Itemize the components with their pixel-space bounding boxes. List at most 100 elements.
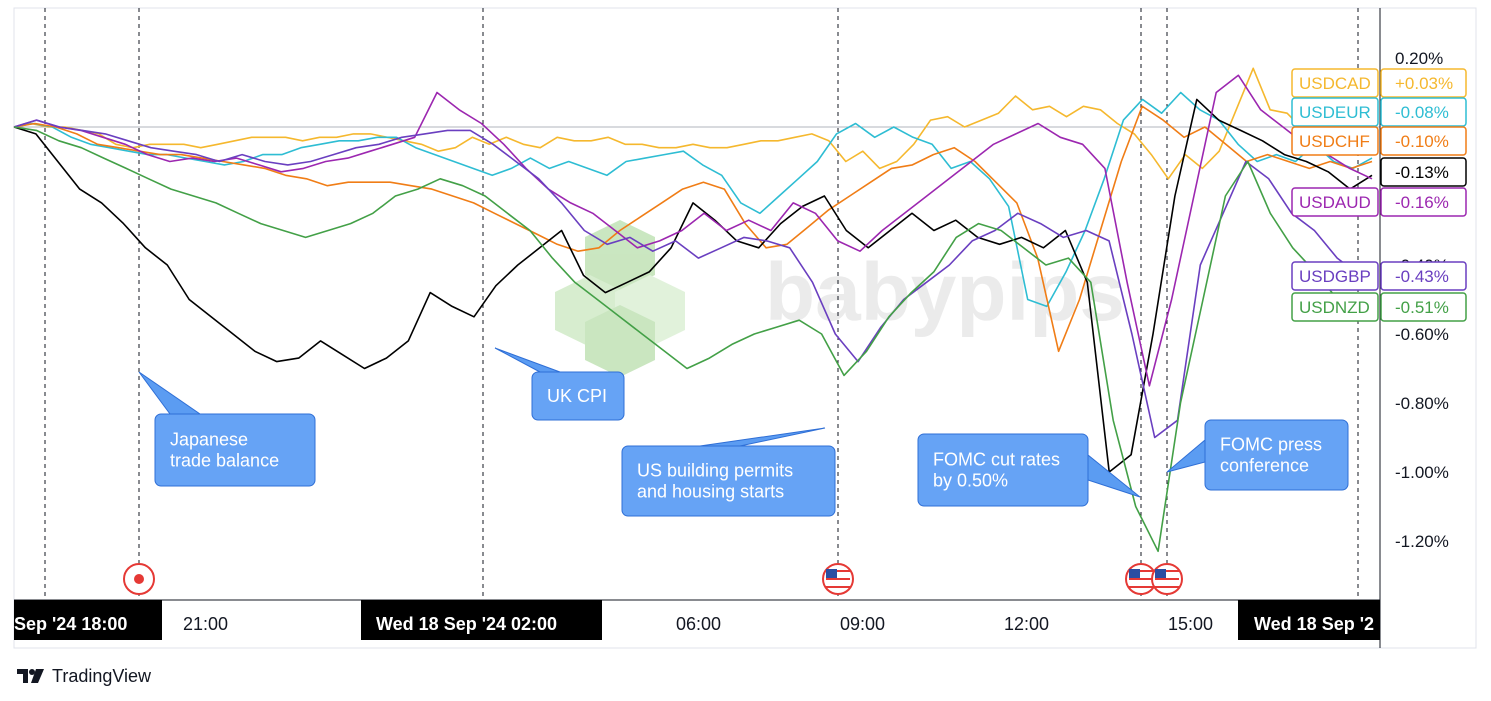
legend-name-box: [1291, 261, 1379, 291]
legend-tag-usdcad: USDCAD +0.03%: [1291, 68, 1467, 98]
callout-text: trade balance: [170, 451, 279, 471]
series-line-usdaud: [13, 74, 1373, 387]
x-tick-label: 15:00: [1168, 614, 1213, 634]
legend-value: -0.51%: [1395, 298, 1449, 317]
legend-tag-usdeur: USDEUR -0.08%: [1291, 97, 1467, 127]
y-tick-label: -0.60%: [1395, 325, 1449, 344]
flag-stripe: [826, 570, 850, 572]
footer-brand: TradingView: [52, 665, 152, 686]
flag-canton: [1155, 569, 1166, 578]
tradingview-logo-icon: [17, 669, 44, 683]
series-line-usdchf: [13, 105, 1373, 353]
flag-stripe: [1155, 570, 1179, 572]
flag-stripe: [1129, 570, 1153, 572]
flag-canton: [1129, 569, 1140, 578]
legend-value-box: [1380, 261, 1467, 291]
x-highlight-box: [1238, 600, 1380, 640]
legend-value: +0.03%: [1395, 74, 1453, 93]
legend-value: -0.43%: [1395, 267, 1449, 286]
legend-value: -0.10%: [1395, 132, 1449, 151]
callout-text: UK CPI: [547, 386, 607, 406]
legend-name-box: [1291, 292, 1379, 322]
x-highlight-box: [14, 600, 162, 640]
legend-name: USDNZD: [1299, 298, 1370, 317]
legend-value-box: [1380, 126, 1467, 156]
watermark-group: babypips: [555, 220, 1125, 377]
callout-box: [917, 433, 1089, 507]
legend-tag-usdchf: USDCHF -0.10%: [1291, 126, 1467, 156]
series-line-usdnzd: [13, 126, 1361, 553]
legend-name: USDCHF: [1299, 132, 1370, 151]
legend-value-box: [1380, 97, 1467, 127]
flag-stripe: [1155, 582, 1179, 584]
callout-box: [531, 371, 625, 421]
callout-text: by 0.50%: [933, 471, 1008, 491]
legend-name: USDCAD: [1299, 74, 1371, 93]
legend-tag-usdgbp: USDGBP -0.43%: [1291, 261, 1467, 291]
us-flag-icon: [822, 563, 854, 595]
flag-stripe: [1155, 578, 1179, 580]
legend-name: USDEUR: [1299, 103, 1371, 122]
legend-name-box: [1291, 68, 1379, 98]
legend-name-box: [1291, 126, 1379, 156]
legend-name: USDAUD: [1299, 193, 1371, 212]
us-flag-icon: [1125, 563, 1157, 595]
y-tick-label: -1.20%: [1395, 532, 1449, 551]
us-flag-icon: [1151, 563, 1183, 595]
flag-sun: [134, 574, 144, 584]
watermark-cube: [585, 305, 655, 377]
series-line-usdcad: [13, 67, 1372, 180]
flag-stripe: [826, 582, 850, 584]
legend-name-box: [1291, 97, 1379, 127]
callout-text: FOMC cut rates: [933, 450, 1060, 470]
footer[interactable]: TradingView: [16, 664, 151, 688]
legend-tag-usdjpy: -0.13%: [1380, 157, 1467, 187]
japan-flag-icon: [123, 563, 155, 595]
flag-stripe: [1129, 586, 1153, 588]
legend-value-box: [1380, 187, 1467, 217]
flag-stripe: [1129, 582, 1153, 584]
flag-stripe: [826, 578, 850, 580]
watermark-cube: [585, 220, 655, 292]
legend-name: USDGBP: [1299, 267, 1371, 286]
x-tick-label: 21:00: [183, 614, 228, 634]
callout-text: US building permits: [637, 461, 793, 481]
y-tick-label: -0.80%: [1395, 394, 1449, 413]
flag-stripe: [826, 574, 850, 576]
flag-stripe: [826, 586, 850, 588]
x-highlight-box: [361, 600, 602, 640]
chart-svg: babypips0.20%-0.40%-0.60%-0.80%-1.00%-1.…: [13, 7, 1477, 649]
legend-value-box: [1380, 68, 1467, 98]
series-line-usdjpy: [13, 98, 1373, 473]
legend-value: -0.08%: [1395, 103, 1449, 122]
x-tick-label: 09:00: [840, 614, 885, 634]
x-highlight-label: Sep '24 18:00: [14, 614, 127, 634]
flag-stripe: [1155, 586, 1179, 588]
callout-text: FOMC press: [1220, 435, 1322, 455]
callout-text: conference: [1220, 456, 1309, 476]
series-line-usdeur: [13, 91, 1373, 308]
y-tick-label: -1.00%: [1395, 463, 1449, 482]
x-highlight-label: Wed 18 Sep '2: [1254, 614, 1374, 634]
legend-tag-usdnzd: USDNZD -0.51%: [1291, 292, 1467, 322]
callout-text: Japanese: [170, 430, 248, 450]
x-tick-label: 12:00: [1004, 614, 1049, 634]
flag-canton: [826, 569, 837, 578]
callout-box: [154, 413, 316, 487]
legend-name-box: [1291, 187, 1379, 217]
x-tick-label: 06:00: [676, 614, 721, 634]
legend-value: -0.13%: [1395, 163, 1449, 182]
series-line-usdgbp: [13, 119, 1361, 439]
chart-frame: [13, 7, 1477, 649]
legend-value-box: [1380, 157, 1467, 187]
x-highlight-label: Wed 18 Sep '24 02:00: [376, 614, 557, 634]
callout-text: and housing starts: [637, 482, 784, 502]
legend-value-box: [1380, 292, 1467, 322]
callout-box: [621, 445, 836, 517]
flag-stripe: [1129, 574, 1153, 576]
